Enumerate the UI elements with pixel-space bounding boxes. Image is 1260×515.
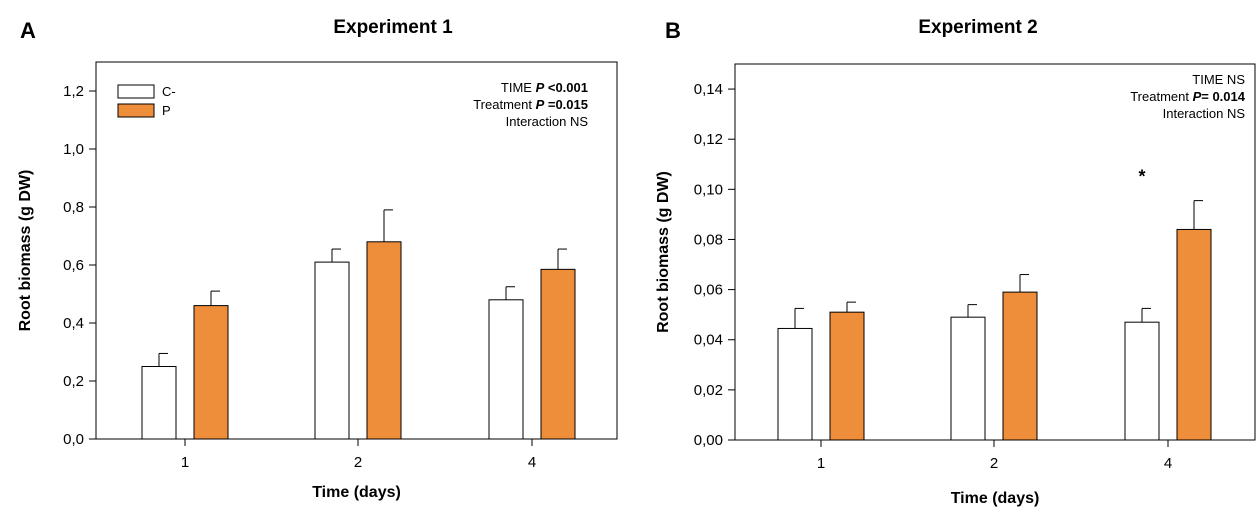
y-tick-label-b: 0,06 [694, 282, 723, 299]
bar-control-a [141, 366, 177, 440]
stats-line-a: TIME P <0.001 [501, 80, 588, 95]
bar-control-b [777, 327, 813, 441]
x-tick-label-b: 2 [990, 455, 998, 472]
y-tick-label-b: 0,02 [694, 382, 723, 399]
y-tick-label-b: 0,12 [694, 131, 723, 148]
x-tick-label-b: 4 [1164, 455, 1172, 472]
bar-p-a [193, 305, 229, 440]
bar-control-a [488, 299, 524, 440]
x-axis-label-a: Time (days) [312, 484, 401, 501]
stats-line-b: Treatment P= 0.014 [1130, 89, 1246, 104]
x-tick-label-a: 2 [354, 454, 362, 471]
y-tick-label-b: 0,10 [694, 181, 723, 198]
y-tick-label-b: 0,04 [694, 332, 723, 349]
y-tick-label-a: 0,0 [63, 431, 84, 448]
legend-label-control: C- [162, 84, 176, 99]
bar-p-a [366, 241, 402, 440]
y-tick-label-a: 1,0 [63, 141, 84, 158]
y-tick-label-b: 0,14 [694, 81, 723, 98]
significance-marker-b: * [1138, 167, 1145, 187]
bar-p-b [1176, 228, 1212, 441]
y-tick-label-a: 0,4 [63, 315, 84, 332]
legend-swatch-p [117, 103, 155, 118]
stats-line-a: Treatment P =0.015 [473, 97, 588, 112]
bar-p-b [1002, 291, 1038, 441]
y-tick-label-a: 0,2 [63, 373, 84, 390]
x-tick-label-a: 4 [528, 454, 536, 471]
bar-control-b [1124, 321, 1160, 441]
bar-control-a [314, 261, 350, 440]
bar-control-b [950, 316, 986, 441]
x-tick-label-b: 1 [817, 455, 825, 472]
y-axis-label-a: Root biomass (g DW) [17, 170, 34, 332]
plot-frame-b [734, 63, 1256, 441]
chart-title-a: Experiment 1 [333, 17, 453, 38]
stats-line-b: Interaction NS [1163, 106, 1246, 121]
bar-p-b [829, 311, 865, 441]
legend-swatch-control [117, 84, 155, 99]
chart-title-b: Experiment 2 [918, 17, 1037, 38]
plot-frame-a [95, 61, 618, 440]
y-tick-label-b: 0,00 [694, 432, 723, 449]
stats-line-a: Interaction NS [506, 114, 589, 129]
bar-p-a [540, 268, 576, 440]
y-axis-label-b: Root biomass (g DW) [655, 171, 672, 333]
y-tick-label-a: 0,6 [63, 257, 84, 274]
x-axis-label-b: Time (days) [951, 490, 1040, 507]
stats-line-b: TIME NS [1192, 72, 1245, 87]
x-tick-label-a: 1 [181, 454, 189, 471]
panel-letter-b: B [665, 18, 681, 43]
y-tick-label-a: 1,2 [63, 83, 84, 100]
legend-label-p: P [162, 103, 171, 118]
y-tick-label-b: 0,08 [694, 231, 723, 248]
panel-letter-a: A [20, 18, 36, 43]
y-tick-label-a: 0,8 [63, 199, 84, 216]
